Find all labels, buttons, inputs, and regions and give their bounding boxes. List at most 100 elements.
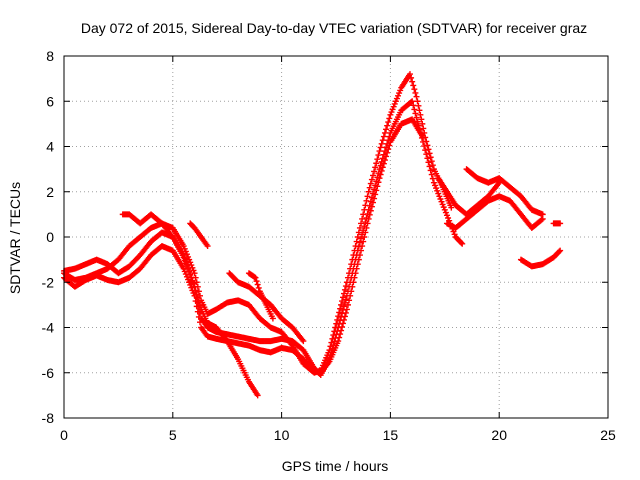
- data-point-interp: [358, 247, 365, 254]
- data-point-interp: [375, 152, 382, 159]
- data-point-interp: [381, 129, 388, 136]
- data-point-interp: [185, 264, 192, 271]
- data-point-interp: [344, 301, 351, 308]
- data-point: [252, 274, 259, 281]
- data-point-interp: [386, 142, 393, 149]
- data-point-interp: [425, 159, 432, 166]
- data-point-interp: [339, 323, 346, 330]
- y-tick-label: 0: [46, 229, 54, 245]
- data-point-interp: [182, 258, 189, 265]
- y-axis-label: SDTVAR / TECUs: [7, 182, 23, 294]
- data-point-interp: [255, 284, 262, 291]
- data-point: [376, 148, 383, 155]
- data-point-interp: [192, 298, 199, 305]
- data-point: [204, 243, 211, 250]
- data-point-interp: [381, 157, 388, 164]
- data-point-interp: [359, 243, 366, 250]
- data-point: [459, 240, 466, 247]
- data-point: [269, 315, 276, 322]
- data-point-interp: [197, 319, 203, 326]
- data-point-interp: [353, 265, 360, 272]
- data-point-interp: [451, 231, 458, 238]
- series-track-6: [226, 270, 307, 345]
- data-point-interp: [428, 171, 435, 178]
- y-tick-label: 4: [46, 139, 54, 155]
- x-tick-label: 15: [383, 427, 399, 443]
- data-point-interp: [429, 162, 436, 169]
- data-point-interp: [426, 163, 433, 170]
- data-point-interp: [438, 198, 445, 205]
- data-point-interp: [336, 334, 343, 341]
- data-point-interp: [384, 149, 391, 156]
- data-point: [387, 111, 394, 118]
- data-point-interp: [443, 212, 450, 219]
- series-track-9: [463, 166, 546, 218]
- data-point-interp: [556, 248, 563, 255]
- data-point-interp: [386, 115, 393, 122]
- data-point-interp: [188, 284, 195, 291]
- data-point-interp: [413, 114, 420, 121]
- data-point-interp: [360, 238, 367, 245]
- data-point-interp: [433, 185, 440, 192]
- data-point-interp: [367, 180, 374, 187]
- data-point: [191, 283, 198, 290]
- data-point-interp: [352, 270, 359, 277]
- data-point-interp: [364, 193, 371, 200]
- y-tick-label: 6: [46, 93, 54, 109]
- series-track-3: [61, 116, 427, 376]
- data-point-interp: [419, 120, 426, 127]
- data-point: [254, 392, 261, 399]
- data-point: [448, 204, 455, 211]
- data-point-interp: [389, 106, 396, 113]
- data-point-interp: [412, 89, 419, 96]
- series-track-11: [517, 247, 564, 270]
- data-point: [365, 188, 372, 195]
- data-point-interp: [347, 292, 354, 299]
- data-point-interp: [355, 229, 362, 236]
- data-point-interp: [418, 116, 425, 123]
- data-point-interp: [373, 187, 380, 194]
- data-point-interp: [193, 303, 200, 310]
- data-point: [300, 338, 307, 345]
- data-point-interp: [340, 320, 347, 327]
- data-point-interp: [193, 291, 200, 298]
- data-point-interp: [195, 313, 202, 320]
- data-point-interp: [366, 211, 373, 218]
- data-point-interp: [368, 203, 375, 210]
- data-point-interp: [355, 256, 362, 263]
- data-point-interp: [380, 160, 387, 167]
- data-point-interp: [408, 99, 415, 106]
- data-point: [413, 93, 420, 100]
- data-point-interp: [440, 204, 447, 211]
- data-point-interp: [373, 160, 380, 167]
- data-point-interp: [340, 316, 347, 323]
- data-point: [441, 206, 448, 213]
- data-point: [354, 261, 361, 268]
- series-track-12: [550, 220, 564, 227]
- data-point: [180, 252, 187, 259]
- data-point-interp: [181, 245, 188, 252]
- data-point-interp: [367, 207, 374, 214]
- y-tick-label: 2: [46, 184, 54, 200]
- data-point-interp: [412, 110, 419, 117]
- data-point-interp: [342, 283, 349, 290]
- data-point-interp: [372, 191, 379, 198]
- data-point-interp: [188, 274, 195, 281]
- series-track-7: [245, 270, 276, 322]
- data-point-interp: [181, 255, 188, 262]
- x-tick-label: 20: [491, 427, 507, 443]
- data-point: [496, 179, 503, 186]
- data-point-interp: [371, 195, 378, 202]
- data-point-interp: [395, 92, 402, 99]
- data-point-interp: [377, 144, 384, 151]
- data-point-interp: [411, 86, 418, 93]
- data-point-interp: [385, 119, 392, 126]
- data-point: [365, 215, 372, 222]
- data-point-interp: [369, 172, 376, 179]
- data-point-interp: [374, 183, 381, 190]
- data-point-interp: [420, 125, 427, 132]
- data-point-interp: [391, 100, 398, 107]
- data-point-interp: [348, 288, 355, 295]
- data-point: [557, 220, 564, 227]
- data-point-interp: [411, 106, 418, 113]
